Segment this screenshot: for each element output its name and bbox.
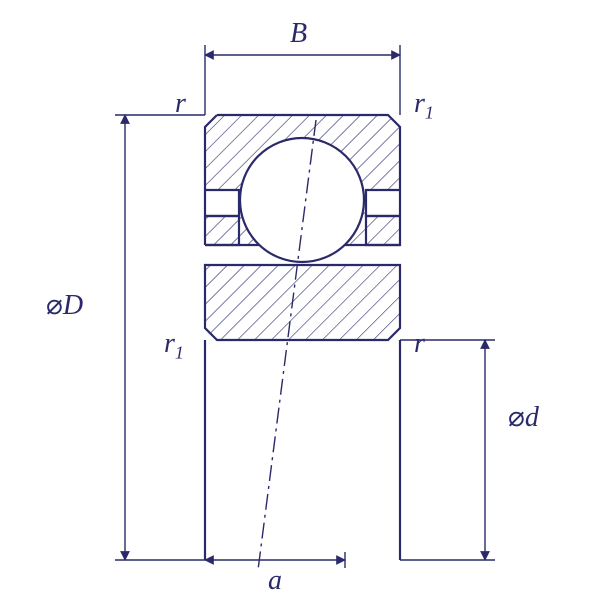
dim-label-B: B xyxy=(290,18,307,50)
phi-symbol: ⌀ xyxy=(508,402,525,433)
label-r-top-left: r xyxy=(175,88,186,120)
label-r-bot-right: r xyxy=(414,328,425,360)
dim-label-a: a xyxy=(268,565,282,597)
phi-symbol: ⌀ xyxy=(46,290,63,321)
label-r1-bot-left: r1 xyxy=(164,328,184,364)
dim-label-D: ⌀D xyxy=(46,288,83,322)
dim-label-d: ⌀d xyxy=(508,400,539,434)
label-r1-top-right: r1 xyxy=(414,88,434,124)
